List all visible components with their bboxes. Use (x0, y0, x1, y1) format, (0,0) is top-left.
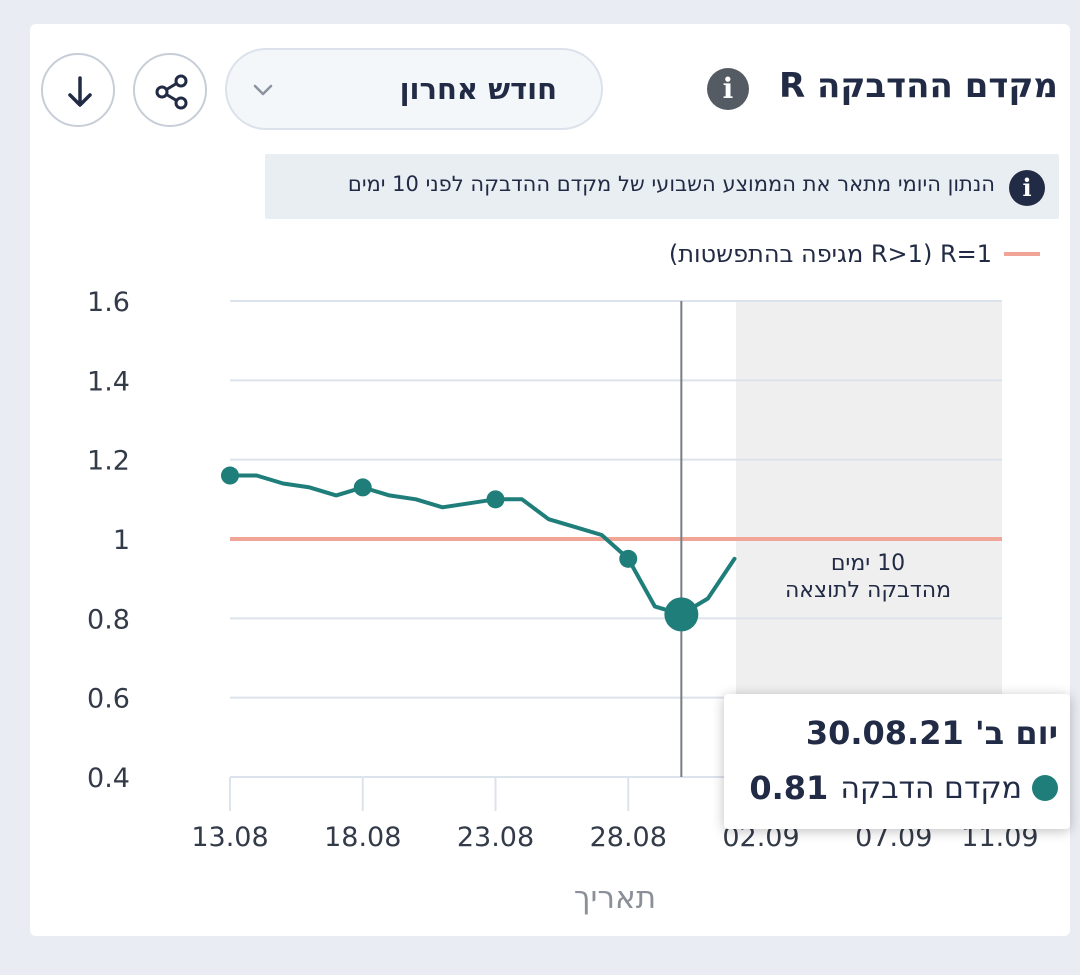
y-tick-label: 1.6 (87, 287, 130, 318)
tooltip-label: מקדם הדבקה (840, 770, 1022, 806)
tooltip-series-dot (1032, 775, 1058, 801)
y-tick-label: 1 (113, 525, 130, 556)
data-point (619, 549, 638, 568)
shaded-region-label: 10 ימים (831, 551, 905, 576)
download-arrow-icon (68, 76, 92, 107)
data-point (486, 490, 505, 509)
legend-swatch-reference-line (1004, 252, 1040, 256)
share-button[interactable] (133, 53, 207, 127)
chart-title: מקדם ההדבקה R (779, 66, 1058, 106)
time-range-select[interactable]: חודש אחרון (225, 48, 603, 130)
x-tick-label: 23.08 (457, 822, 534, 853)
time-range-label: חודש אחרון (399, 72, 557, 106)
chart-tooltip: יום ב' 30.08.21 מקדם הדבקה 0.81 (724, 694, 1070, 829)
tooltip-row: מקדם הדבקה 0.81 (749, 768, 1058, 808)
shaded-region-label: מהדבקה לתוצאה (785, 578, 951, 603)
y-tick-label: 0.8 (87, 604, 130, 635)
data-point (353, 478, 372, 497)
chart-legend[interactable]: R=1 (R>1 מגיפה בהתפשטות) (669, 238, 1040, 270)
x-tick-label: 18.08 (324, 822, 401, 853)
share-icon (155, 74, 188, 110)
legend-label: R=1 (R>1 מגיפה בהתפשטות) (668, 240, 992, 268)
chevron-down-icon (253, 84, 273, 96)
x-tick-label: 28.08 (590, 822, 667, 853)
y-tick-label: 0.4 (87, 763, 130, 794)
y-tick-label: 0.6 (87, 684, 130, 715)
info-note: i הנתון היומי מתאר את הממוצע השבועי של מ… (265, 154, 1059, 219)
info-icon[interactable]: i (707, 68, 749, 110)
data-point (221, 466, 239, 485)
highlighted-data-point (664, 597, 699, 632)
y-tick-label: 1.4 (87, 366, 130, 397)
x-tick-label: 13.08 (191, 822, 268, 853)
tooltip-date: יום ב' 30.08.21 (805, 714, 1058, 752)
info-icon: i (1009, 170, 1045, 206)
info-note-text: הנתון היומי מתאר את הממוצע השבועי של מקד… (347, 172, 995, 196)
y-tick-label: 1.2 (87, 446, 130, 477)
series-line (228, 473, 737, 617)
x-axis-title: תאריך (574, 880, 656, 916)
download-button[interactable] (41, 53, 115, 127)
tooltip-value: 0.81 (749, 769, 829, 807)
